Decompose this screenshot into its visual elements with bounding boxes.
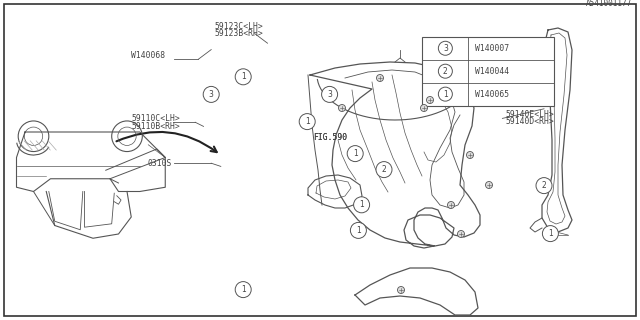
Text: 3: 3 [443,44,448,53]
Text: 59123C<LH>: 59123C<LH> [214,22,263,31]
Circle shape [438,64,452,78]
Circle shape [486,181,493,188]
Circle shape [300,114,315,130]
Circle shape [351,222,367,238]
Circle shape [236,69,252,85]
Text: W140044: W140044 [475,67,509,76]
Text: 2: 2 [541,181,547,190]
Text: 59110B<RH>: 59110B<RH> [131,122,180,131]
Text: 2: 2 [381,165,387,174]
Circle shape [536,178,552,194]
Circle shape [420,105,428,111]
Circle shape [339,105,346,111]
Text: 1: 1 [443,90,448,99]
Circle shape [458,230,465,237]
Text: 1: 1 [548,229,553,238]
Circle shape [438,41,452,55]
Text: 1: 1 [241,285,246,294]
Circle shape [543,226,559,242]
Text: W140065: W140065 [475,90,509,99]
Text: 59140E<LH>: 59140E<LH> [506,110,554,119]
Text: 3: 3 [209,90,214,99]
Text: W140007: W140007 [475,44,509,53]
Text: FIG.590: FIG.590 [314,133,348,142]
Circle shape [353,197,370,213]
Text: 1: 1 [359,200,364,209]
Text: 2: 2 [443,67,448,76]
Text: 1: 1 [305,117,310,126]
Circle shape [467,151,474,158]
Circle shape [397,286,404,293]
Circle shape [438,87,452,101]
Circle shape [236,282,252,298]
Circle shape [426,97,433,103]
Circle shape [376,75,383,82]
Text: 3: 3 [327,90,332,99]
Text: 0310S: 0310S [147,159,172,168]
FancyBboxPatch shape [4,4,636,316]
Text: 1: 1 [356,226,361,235]
Circle shape [204,86,219,102]
Text: 59110C<LH>: 59110C<LH> [131,114,180,123]
Circle shape [447,202,454,209]
Text: 1: 1 [353,149,358,158]
Text: 59140D<RH>: 59140D<RH> [506,117,554,126]
Text: W140068: W140068 [131,52,165,60]
Text: 1: 1 [241,72,246,81]
Circle shape [348,146,364,162]
Text: FIG.590: FIG.590 [314,133,348,142]
Text: 59123B<RH>: 59123B<RH> [214,29,263,38]
Circle shape [376,162,392,178]
FancyBboxPatch shape [422,37,554,106]
Circle shape [322,86,338,102]
Text: A541001177: A541001177 [586,0,632,8]
